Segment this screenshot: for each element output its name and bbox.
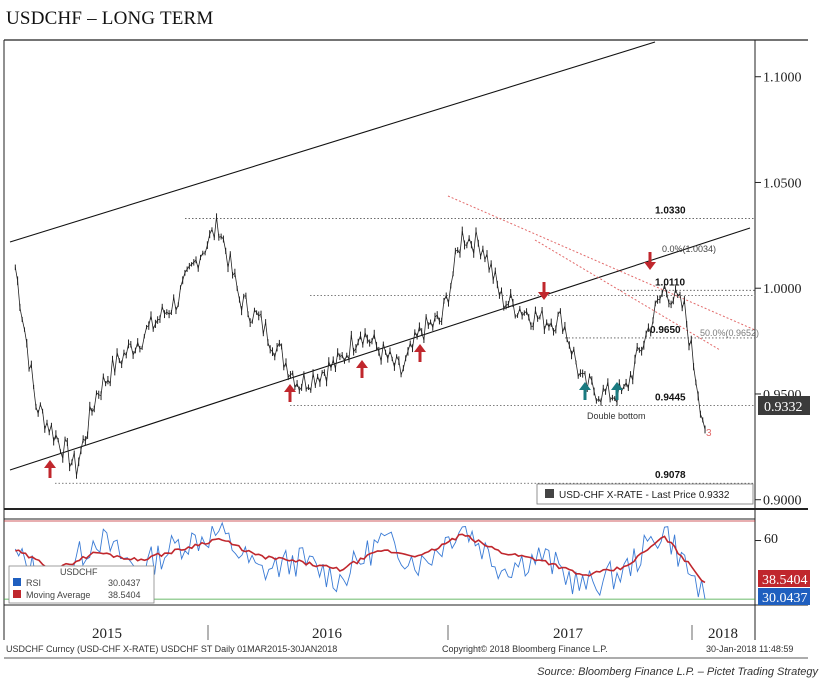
main-legend-entry: USD-CHF X-RATE - Last Price 0.9332 [559, 490, 730, 501]
ma-legend-value: 38.5404 [108, 590, 141, 600]
source-note: Source: Bloomberg Finance L.P. – Pictet … [537, 666, 818, 678]
level-label: 1.0110 [655, 277, 685, 288]
chart-title: USDCHF – LONG TERM [6, 8, 214, 29]
main-legend [536, 483, 754, 505]
ma-badge [758, 570, 810, 587]
signal-arrows [44, 252, 656, 478]
rsi-line [14, 521, 706, 600]
year-label: 2016 [312, 626, 343, 642]
year-label: 2015 [92, 626, 122, 642]
rsi-legend-value: 30.0437 [108, 578, 141, 588]
up-arrow-icon [356, 360, 368, 378]
rsi-legend-swatch [13, 578, 21, 586]
up-arrow-icon [44, 460, 56, 478]
year-label: 2017 [553, 626, 584, 642]
up-arrow-icon [284, 384, 296, 402]
y-tick-label: 1.0000 [763, 282, 802, 297]
ma-badge-label: 38.5404 [762, 573, 808, 588]
y-tick-label: 1.1000 [763, 71, 802, 86]
footer-center: Copyright© 2018 Bloomberg Finance L.P. [442, 644, 608, 654]
fib-0-label: 0.0%(1.0034) [662, 244, 716, 254]
rsi-legend-label: RSI [26, 578, 41, 588]
rsi-tick-60: 60 [764, 532, 778, 547]
up-arrow-icon [579, 382, 591, 400]
rsi-legend [8, 565, 155, 604]
price-series [14, 213, 706, 479]
footer-left: USDCHF Curncy (USD-CHF X-RATE) USDCHF ST… [6, 644, 337, 654]
down-arrow-icon [538, 282, 550, 300]
rsi-panel [4, 520, 761, 600]
y-tick-label: 0.9000 [763, 494, 802, 509]
rsi-badge [758, 588, 810, 605]
y-tick-label: 1.0500 [763, 176, 802, 191]
last-price-badge-label: 0.9332 [764, 400, 803, 415]
upper-channel-line [9, 41, 656, 243]
fib-50-label: 50.0%(0.9652) [700, 328, 759, 338]
red-downtrend-line-upper [447, 195, 756, 331]
double-bottom-annotation: Double bottom [587, 411, 646, 421]
rsi-legend-header: USDCHF [60, 567, 98, 577]
level-label: 0.9078 [655, 470, 686, 481]
level-label: 0.9445 [655, 393, 686, 404]
footer-right: 30-Jan-2018 11:48:59 [706, 644, 793, 654]
ma-legend-swatch [13, 590, 21, 598]
lower-channel-line [9, 227, 751, 471]
channel-lines [9, 41, 756, 471]
moving-average-line [15, 533, 706, 584]
year-label: 2018 [708, 626, 738, 642]
rsi-badge-label: 30.0437 [762, 591, 808, 606]
price-line [14, 216, 706, 476]
ma-legend-label: Moving Average [26, 590, 90, 600]
level-label: 0.9650 [650, 325, 681, 336]
down-arrow-icon [644, 252, 656, 270]
level-label: 1.0330 [655, 205, 686, 216]
up-arrow-icon [611, 382, 623, 400]
level-lines: 1.0330 1.0110 0.9650 0.9445 0.9078 [55, 205, 755, 484]
wave-3-annotation: 3 [706, 428, 712, 439]
up-arrow-icon [414, 344, 426, 362]
main-legend-swatch [545, 489, 554, 498]
x-axis-years: 2015 2016 2017 2018 [92, 625, 738, 642]
last-price-badge [758, 396, 810, 415]
